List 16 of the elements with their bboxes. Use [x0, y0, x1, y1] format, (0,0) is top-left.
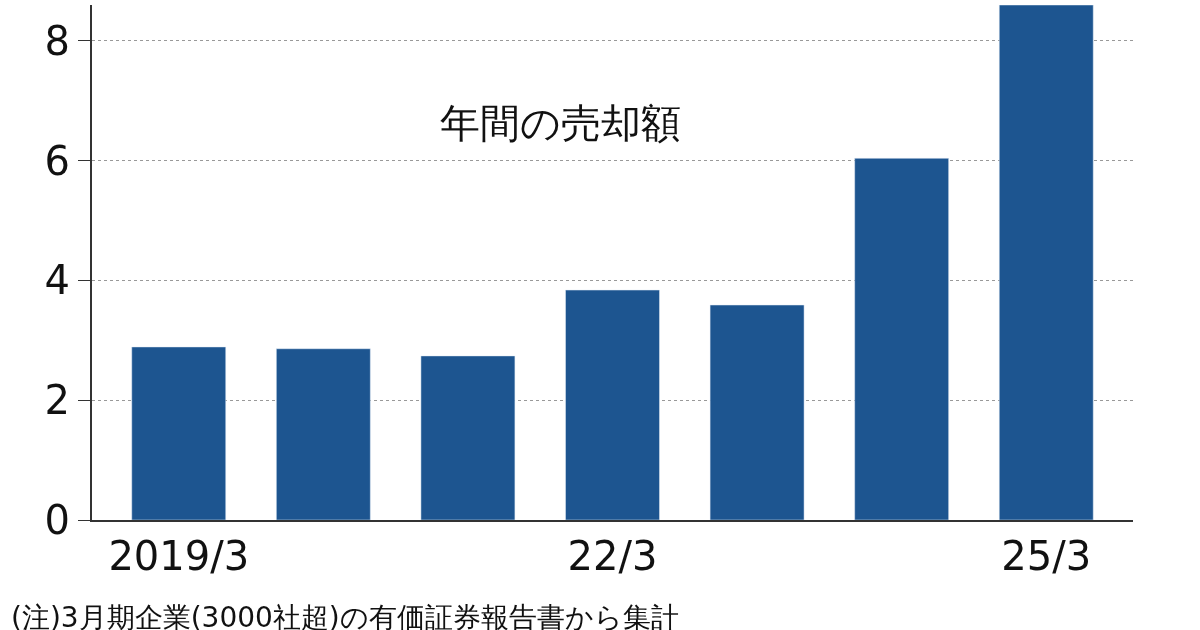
- y-tick-label: 8: [44, 17, 70, 64]
- y-tick-label: 4: [44, 257, 70, 304]
- x-tick-label: 25/3: [1001, 533, 1092, 579]
- bar: [565, 289, 660, 520]
- bar: [276, 348, 371, 520]
- bar: [131, 346, 226, 520]
- x-tick-label: 22/3: [567, 533, 658, 579]
- y-tick-label: 6: [44, 137, 70, 184]
- bar: [709, 304, 805, 520]
- bar: [420, 355, 516, 520]
- y-tick-label: 0: [44, 497, 70, 543]
- bar: [999, 5, 1094, 520]
- y-tick-label: 2: [44, 377, 70, 424]
- x-tick-label: 2019/3: [108, 533, 250, 579]
- bar: [854, 158, 949, 520]
- text: 年間の売却額: [440, 100, 681, 146]
